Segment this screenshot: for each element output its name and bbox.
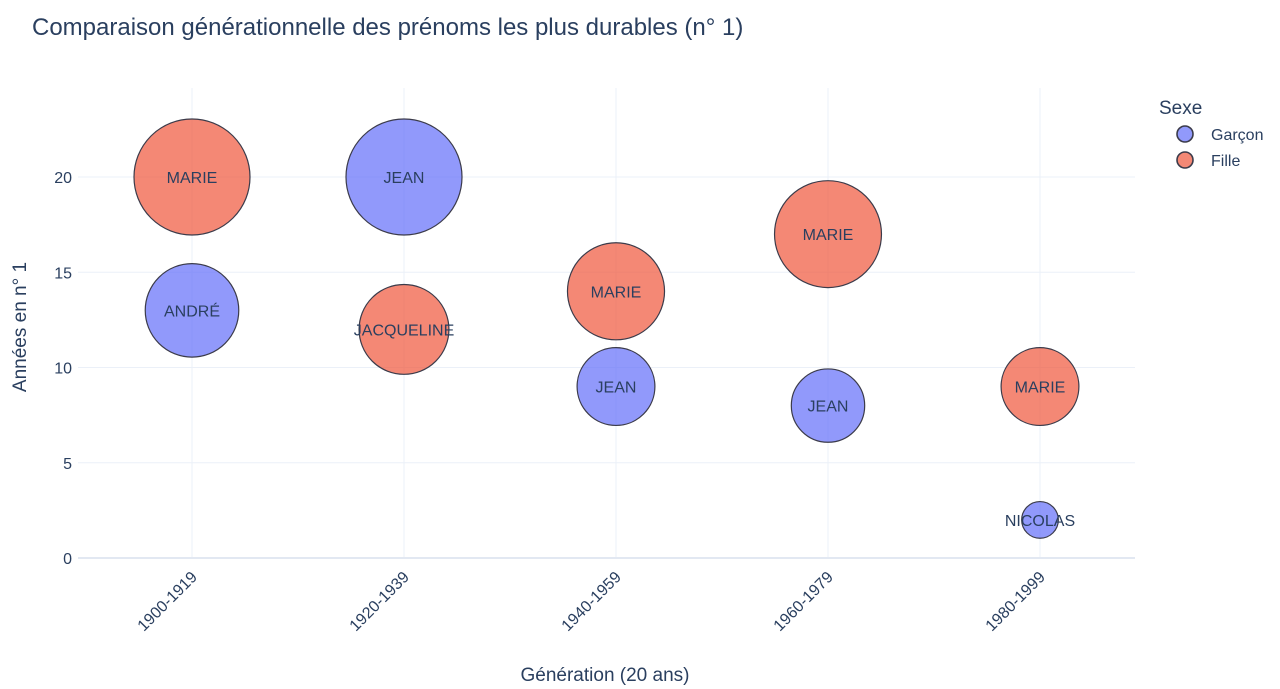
- x-axis-ticks: 1900-1919 1920-1939 1940-1959 1960-1979 1980…: [135, 569, 1049, 635]
- y-tick-label: 10: [54, 361, 72, 378]
- bubble-label: JEAN: [596, 380, 637, 397]
- bubble: [1000, 347, 1080, 427]
- legend-label[interactable]: Fille: [1211, 153, 1240, 170]
- bubble-label: JEAN: [384, 170, 425, 187]
- y-tick-label: 0: [63, 551, 72, 568]
- legend-marker: [1176, 125, 1194, 143]
- bubble-label: ANDRÉ: [164, 301, 220, 320]
- bubble: [144, 262, 240, 358]
- bubbles: [133, 118, 1080, 539]
- x-tick-label: 1920-1939: [347, 569, 413, 635]
- bubble: [773, 180, 883, 289]
- bubble: [790, 368, 866, 443]
- bubble: [345, 118, 463, 236]
- x-tick-label: 1940-1959: [559, 569, 625, 635]
- chart-title: Comparaison générationnelle des prénoms …: [32, 14, 743, 41]
- x-tick-label: 1900-1919: [135, 569, 201, 635]
- bubble-label: MARIE: [803, 227, 854, 244]
- bubble-label: JACQUELINE: [354, 322, 454, 339]
- y-axis-ticks: 0 5 10 15 20: [54, 170, 72, 568]
- bubble-label: NICOLAS: [1005, 513, 1075, 530]
- legend: Sexe Garçon Fille: [1159, 98, 1263, 170]
- legend-items: Garçon Fille: [1176, 125, 1263, 170]
- bubble: [133, 118, 251, 236]
- legend-label[interactable]: Garçon: [1211, 127, 1263, 144]
- x-axis-title: Génération (20 ans): [521, 665, 690, 686]
- bubble: [566, 242, 666, 341]
- bubble-label: MARIE: [591, 284, 642, 301]
- y-tick-label: 15: [54, 265, 72, 282]
- bubble: [358, 283, 450, 375]
- x-tick-label: 1960-1979: [771, 569, 837, 635]
- y-tick-label: 5: [63, 456, 72, 473]
- bubble-label: JEAN: [808, 399, 849, 416]
- bubble-label: MARIE: [167, 170, 218, 187]
- bubble-labels: ANDRÉ JEAN JEAN JEAN NICOLAS MARIE JACQUELINE M…: [164, 170, 1075, 530]
- y-tick-label: 20: [54, 170, 72, 187]
- bubble-label: MARIE: [1015, 380, 1066, 397]
- bubble: [576, 347, 656, 427]
- bubble: [1021, 500, 1059, 539]
- x-tick-label: 1980-1999: [983, 569, 1049, 635]
- legend-marker: [1176, 151, 1194, 169]
- y-axis-title: Années en n° 1: [10, 262, 31, 392]
- legend-title: Sexe: [1159, 98, 1202, 119]
